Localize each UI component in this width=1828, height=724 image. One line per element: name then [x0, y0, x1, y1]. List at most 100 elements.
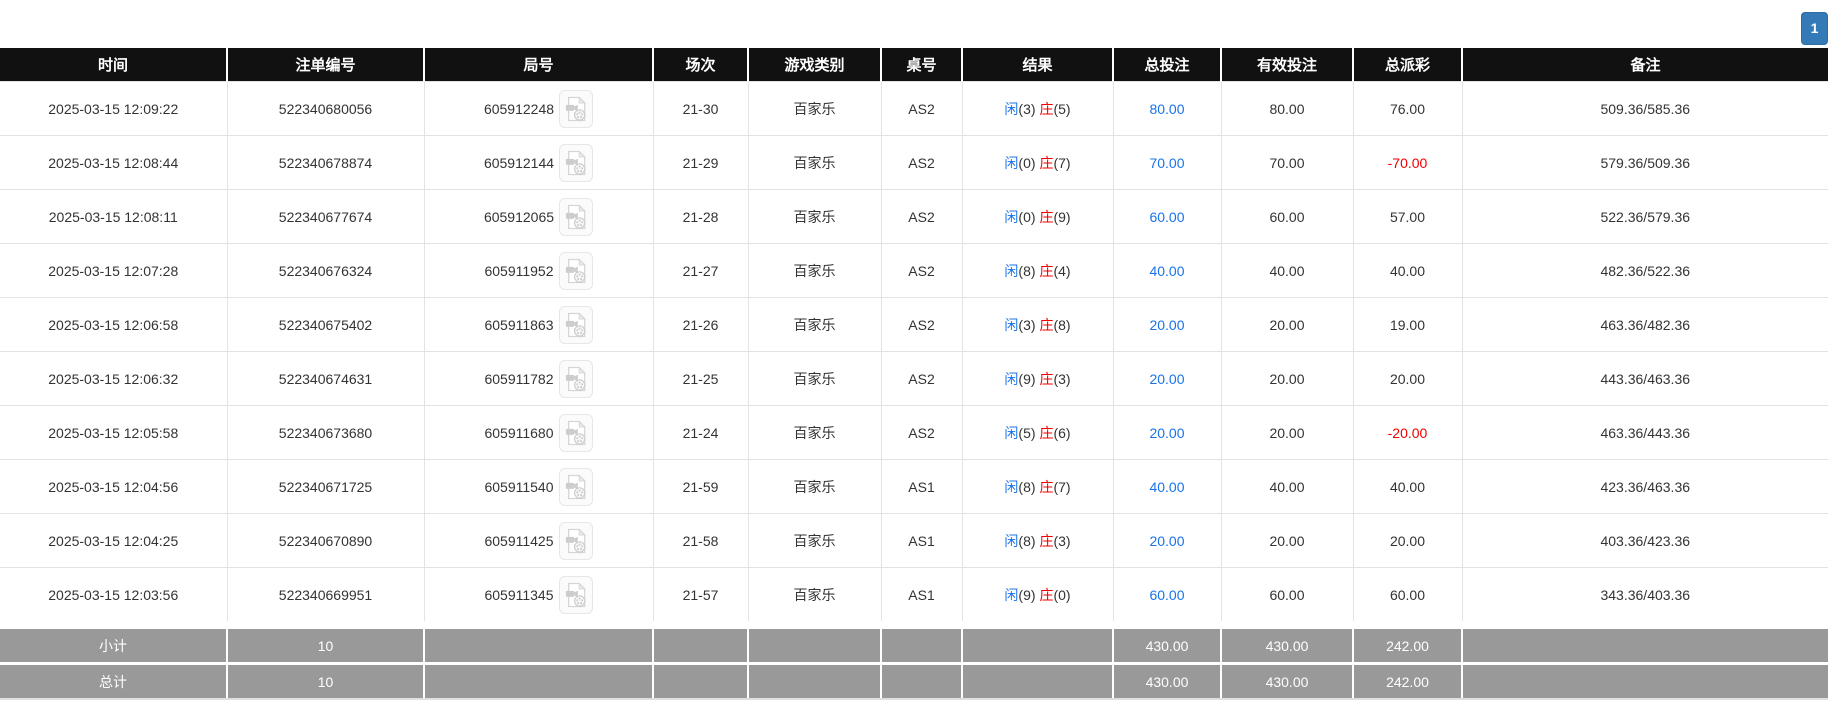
cell-time: 2025-03-15 12:08:11 [0, 189, 228, 244]
cell-table-no: AS2 [880, 189, 963, 244]
round-no-group: 605911345 [484, 575, 593, 614]
cell-table-no: AS1 [880, 513, 963, 568]
table-row: 2025-03-15 12:06:32 522340674631 605911782… [0, 351, 1828, 406]
cell-result: 闲(8) 庄(3) [961, 513, 1114, 568]
result-player-score: (8) [1018, 262, 1036, 279]
result-banker-score: (3) [1053, 370, 1071, 387]
cell-bet-no: 522340678874 [226, 135, 425, 190]
video-replay-button[interactable] [558, 251, 593, 290]
column-header-session: 场次 [652, 48, 748, 82]
session-value: 21-59 [682, 478, 719, 495]
table-no-value: AS2 [908, 154, 935, 171]
total-bet-link[interactable]: 70.00 [1149, 154, 1185, 171]
summary-valid-bet: 430.00 [1220, 662, 1353, 700]
cell-bet-no: 522340675402 [226, 297, 425, 352]
game-type-value: 百家乐 [793, 208, 836, 225]
video-replay-button[interactable] [558, 305, 593, 344]
video-replay-button[interactable] [559, 143, 594, 182]
cell-round-no: 605911425 [423, 513, 654, 568]
cell-session: 21-27 [652, 243, 749, 298]
summary-label: 总计 [0, 662, 227, 700]
total-bet-link[interactable]: 20.00 [1149, 532, 1185, 549]
video-replay-button[interactable] [558, 467, 593, 506]
total-bet-link[interactable]: 40.00 [1149, 262, 1185, 279]
game-type-value: 百家乐 [793, 532, 836, 549]
video-replay-button[interactable] [558, 575, 593, 614]
result-player-score: (3) [1018, 316, 1036, 333]
total-bet-link[interactable]: 20.00 [1149, 316, 1185, 333]
pagination-page-button[interactable]: 1 [1801, 12, 1828, 45]
video-replay-button[interactable] [559, 89, 594, 128]
summary-valid-bet-value: 430.00 [1265, 673, 1309, 690]
video-file-icon [565, 95, 586, 121]
summary-valid-bet: 430.00 [1220, 621, 1353, 664]
valid-bet-value: 80.00 [1269, 100, 1305, 117]
cell-total-bet: 40.00 [1112, 243, 1222, 298]
session-value: 21-27 [682, 262, 719, 279]
valid-bet-value: 20.00 [1269, 316, 1305, 333]
result-banker-score: (7) [1053, 478, 1071, 495]
result-player-label: 闲 [1004, 208, 1019, 225]
valid-bet-value: 20.00 [1269, 532, 1305, 549]
subtotal-row: 小计 10 430.00 430.00 242.00 [0, 621, 1828, 664]
video-file-icon [565, 473, 586, 499]
cell-time: 2025-03-15 12:06:58 [0, 297, 228, 352]
result-player-label: 闲 [1004, 316, 1019, 333]
remark-value: 423.36/463.36 [1600, 478, 1691, 495]
cell-bet-no: 522340680056 [226, 81, 425, 136]
video-file-icon [565, 203, 586, 229]
table-no-value: AS1 [908, 532, 935, 549]
remark-value: 463.36/443.36 [1600, 424, 1691, 441]
cell-remark: 579.36/509.36 [1461, 135, 1828, 190]
game-type-value: 百家乐 [793, 586, 836, 603]
column-header-remark: 备注 [1461, 48, 1828, 82]
payout-value: 40.00 [1389, 478, 1426, 495]
cell-session: 21-57 [652, 567, 749, 626]
cell-result: 闲(9) 庄(0) [961, 567, 1114, 626]
summary-empty-round [423, 662, 653, 700]
cell-table-no: AS2 [880, 297, 963, 352]
table-no-value: AS2 [908, 208, 935, 225]
summary-empty-remark [1461, 662, 1828, 700]
time-value: 2025-03-15 12:04:56 [48, 478, 179, 495]
total-bet-link[interactable]: 60.00 [1149, 208, 1185, 225]
video-file-icon [565, 419, 586, 445]
table-row: 2025-03-15 12:08:11 522340677674 605912065… [0, 189, 1828, 244]
summary-empty-round [423, 621, 653, 664]
column-header-valid-bet: 有效投注 [1220, 48, 1353, 82]
cell-total-bet: 70.00 [1112, 135, 1222, 190]
valid-bet-value: 20.00 [1269, 370, 1305, 387]
summary-payout: 242.00 [1352, 621, 1462, 664]
total-bet-link[interactable]: 80.00 [1149, 100, 1185, 117]
video-replay-button[interactable] [558, 359, 593, 398]
result-player-score: (0) [1018, 208, 1036, 225]
bet-no-value: 522340675402 [278, 316, 373, 333]
cell-round-no: 605911782 [423, 351, 654, 406]
time-value: 2025-03-15 12:04:25 [48, 532, 179, 549]
total-bet-link[interactable]: 60.00 [1149, 586, 1185, 603]
summary-label: 小计 [0, 621, 227, 664]
cell-total-bet: 40.00 [1112, 459, 1222, 514]
table-no-value: AS2 [908, 100, 935, 117]
video-replay-button[interactable] [558, 521, 593, 560]
summary-empty-table [880, 621, 962, 664]
total-bet-link[interactable]: 20.00 [1149, 370, 1185, 387]
cell-bet-no: 522340677674 [226, 189, 425, 244]
summary-count-value: 10 [317, 637, 334, 654]
cell-payout: 20.00 [1352, 513, 1463, 568]
bet-no-value: 522340673680 [278, 424, 373, 441]
table-row: 2025-03-15 12:04:56 522340671725 605911540… [0, 459, 1828, 514]
result-player-label: 闲 [1004, 262, 1019, 279]
result-banker-label: 庄 [1039, 370, 1054, 387]
total-bet-link[interactable]: 40.00 [1149, 478, 1185, 495]
session-value: 21-29 [682, 154, 719, 171]
video-replay-button[interactable] [558, 413, 593, 452]
payout-value: 40.00 [1389, 262, 1426, 279]
video-file-icon [565, 527, 586, 553]
total-bet-link[interactable]: 20.00 [1149, 424, 1185, 441]
cell-remark: 423.36/463.36 [1461, 459, 1828, 514]
video-replay-button[interactable] [559, 197, 594, 236]
round-no-group: 605912065 [484, 197, 594, 236]
cell-total-bet: 20.00 [1112, 297, 1222, 352]
cell-time: 2025-03-15 12:08:44 [0, 135, 228, 190]
